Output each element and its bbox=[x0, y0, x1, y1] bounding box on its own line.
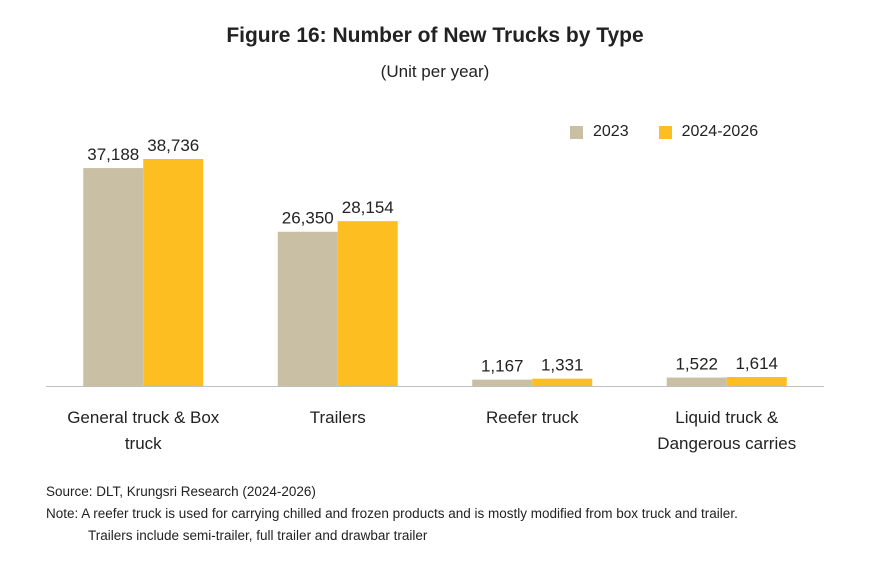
legend-label-2024-2026: 2024-2026 bbox=[681, 123, 759, 140]
note-line-1: Note: A reefer truck is used for carryin… bbox=[46, 506, 738, 521]
legend-swatch-2023 bbox=[570, 125, 583, 139]
category-label-3-1: Dangerous carries bbox=[657, 434, 796, 453]
category-label-0-0: General truck & Box bbox=[67, 408, 220, 427]
bar-chart: 37,188 38,736 General truck & Box truck 26,3… bbox=[46, 136, 824, 453]
chart-title: Figure 16: Number of New Trucks by Type bbox=[226, 24, 644, 47]
legend-swatch-2024-2026 bbox=[658, 125, 672, 139]
category-label-1-0: Trailers bbox=[310, 408, 366, 427]
data-label-2024-2026-2: 1,331 bbox=[541, 356, 584, 375]
chart-notes: Source: DLT, Krungsri Research (2024-202… bbox=[46, 481, 738, 547]
legend-item-2023: 2023 bbox=[570, 123, 629, 141]
bar-2023-3 bbox=[666, 377, 727, 387]
bar-2023-1 bbox=[277, 231, 338, 387]
bar-2023-2 bbox=[472, 379, 533, 387]
data-label-2024-2026-3: 1,614 bbox=[735, 354, 778, 373]
legend-item-2024-2026: 2024-2026 bbox=[658, 123, 759, 141]
legend-label-2023: 2023 bbox=[593, 123, 629, 140]
data-label-2023-0: 37,188 bbox=[87, 145, 139, 164]
bar-2024-2026-1 bbox=[337, 221, 398, 387]
data-label-2023-3: 1,522 bbox=[675, 355, 718, 374]
source-note: Source: DLT, Krungsri Research (2024-202… bbox=[46, 484, 316, 499]
category-label-0-1: truck bbox=[125, 434, 162, 453]
bar-2024-2026-0 bbox=[143, 159, 204, 387]
chart-subtitle: (Unit per year) bbox=[380, 62, 490, 81]
chart-legend: 2023 2024-2026 bbox=[570, 123, 788, 141]
data-label-2023-1: 26,350 bbox=[282, 209, 334, 228]
bar-2023-0 bbox=[83, 168, 144, 387]
category-label-3-0: Liquid truck & bbox=[675, 408, 779, 427]
bar-2024-2026-2 bbox=[532, 378, 593, 387]
bar-2024-2026-3 bbox=[726, 377, 787, 387]
note-line-2: Trailers include semi-trailer, full trai… bbox=[88, 528, 428, 543]
data-label-2024-2026-0: 38,736 bbox=[147, 136, 199, 155]
category-label-2-0: Reefer truck bbox=[486, 408, 579, 427]
data-label-2024-2026-1: 28,154 bbox=[342, 198, 394, 217]
data-label-2023-2: 1,167 bbox=[481, 357, 524, 376]
